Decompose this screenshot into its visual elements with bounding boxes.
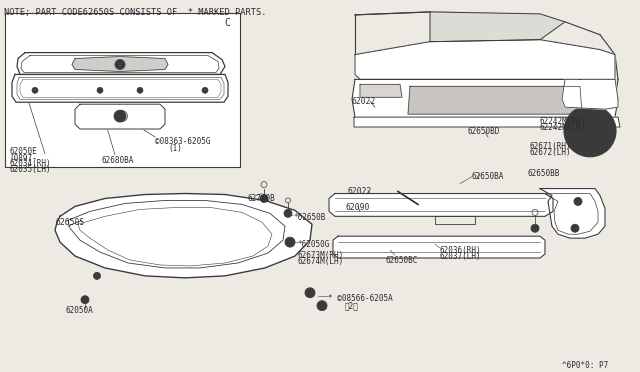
Polygon shape — [562, 79, 618, 109]
Circle shape — [97, 87, 103, 93]
Text: C: C — [224, 18, 230, 28]
Circle shape — [564, 105, 616, 157]
Circle shape — [574, 198, 582, 205]
Text: * ©08566-6205A: * ©08566-6205A — [328, 294, 393, 303]
Polygon shape — [408, 86, 582, 114]
Polygon shape — [354, 117, 620, 127]
Polygon shape — [333, 236, 545, 258]
Circle shape — [305, 288, 315, 298]
Polygon shape — [12, 74, 228, 102]
Text: [0897-: [0897- — [9, 153, 36, 162]
Polygon shape — [355, 40, 615, 79]
Text: 62680BA: 62680BA — [102, 156, 134, 165]
Polygon shape — [360, 84, 402, 97]
Text: 62674M(LH): 62674M(LH) — [298, 257, 344, 266]
Circle shape — [284, 209, 292, 217]
Text: 62242M(RH): 62242M(RH) — [540, 117, 586, 126]
Text: 62740B: 62740B — [248, 193, 276, 202]
Circle shape — [137, 87, 143, 93]
Text: （2）: （2） — [345, 302, 359, 311]
Circle shape — [572, 113, 608, 149]
Text: 62034(RH): 62034(RH) — [9, 159, 51, 168]
Polygon shape — [352, 79, 618, 124]
Text: 62650BC: 62650BC — [385, 256, 417, 265]
Circle shape — [33, 89, 36, 92]
Text: 62650BD: 62650BD — [468, 127, 500, 136]
Polygon shape — [329, 193, 553, 217]
Circle shape — [117, 61, 123, 67]
Text: 62050E: 62050E — [9, 147, 36, 156]
Text: 62650S: 62650S — [55, 218, 84, 227]
Circle shape — [32, 87, 38, 93]
Text: 62022: 62022 — [352, 97, 376, 106]
Text: 62037(LH): 62037(LH) — [440, 252, 482, 261]
Circle shape — [531, 224, 539, 232]
Circle shape — [115, 60, 125, 70]
Circle shape — [202, 87, 208, 93]
Circle shape — [93, 272, 100, 279]
Circle shape — [571, 224, 579, 232]
Text: 62672(LH): 62672(LH) — [530, 148, 572, 157]
Polygon shape — [55, 193, 312, 278]
Circle shape — [204, 89, 207, 92]
Text: (1): (1) — [168, 144, 182, 153]
Text: NOTE; PART CODE62650S CONSISTS OF  * MARKED PARTS.: NOTE; PART CODE62650S CONSISTS OF * MARK… — [4, 8, 266, 17]
Text: 62022: 62022 — [348, 187, 372, 196]
Bar — [5, 13, 240, 167]
Text: 62650BA: 62650BA — [472, 172, 504, 181]
Circle shape — [81, 296, 89, 304]
Text: 62650BB: 62650BB — [528, 169, 561, 178]
Circle shape — [260, 195, 268, 202]
Text: 62036(RH): 62036(RH) — [440, 246, 482, 255]
Circle shape — [285, 237, 295, 247]
Polygon shape — [430, 12, 565, 42]
Polygon shape — [17, 52, 225, 74]
Text: *62050G: *62050G — [297, 240, 330, 249]
Text: 62035(LH): 62035(LH) — [9, 165, 51, 174]
Text: 62090: 62090 — [345, 203, 369, 212]
Text: 62673M(RH): 62673M(RH) — [298, 251, 344, 260]
Circle shape — [117, 113, 123, 119]
Circle shape — [138, 89, 141, 92]
Text: *62650B: *62650B — [293, 214, 325, 222]
Text: 62050A: 62050A — [65, 306, 93, 315]
Polygon shape — [540, 189, 605, 238]
Polygon shape — [75, 104, 165, 129]
Text: 62242N(LH): 62242N(LH) — [540, 123, 586, 132]
Text: 62671(RH): 62671(RH) — [530, 142, 572, 151]
Polygon shape — [72, 57, 168, 71]
Circle shape — [114, 110, 126, 122]
Text: ©08363-6205G: ©08363-6205G — [155, 137, 211, 146]
Text: ^6P0*0: P7: ^6P0*0: P7 — [562, 361, 608, 370]
Circle shape — [99, 89, 102, 92]
Circle shape — [317, 301, 327, 311]
